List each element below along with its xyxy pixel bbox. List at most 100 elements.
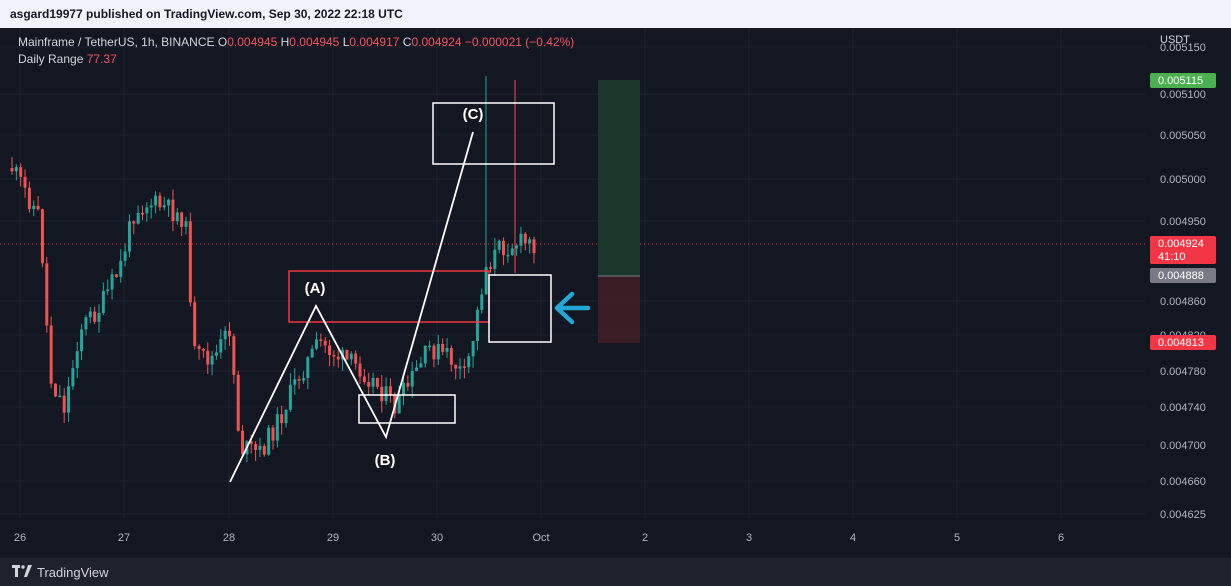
high-value: 0.004945 bbox=[289, 35, 340, 49]
price-badge bbox=[1150, 268, 1216, 283]
candle-body bbox=[358, 363, 362, 377]
candle-body bbox=[132, 221, 136, 224]
price-tick-label: 0.004950 bbox=[1160, 216, 1206, 228]
candle-body bbox=[441, 343, 445, 352]
candle-body bbox=[493, 249, 497, 269]
open-label: O bbox=[217, 35, 228, 49]
chart-grid bbox=[0, 28, 1145, 518]
candle-body bbox=[214, 352, 218, 356]
candle-body bbox=[410, 371, 414, 387]
candle-body bbox=[506, 254, 510, 257]
candle-body bbox=[197, 346, 201, 349]
candlestick-series bbox=[10, 76, 536, 463]
time-tick-label: 29 bbox=[327, 532, 339, 544]
candle-body bbox=[380, 386, 384, 402]
candle-body bbox=[502, 240, 506, 256]
candle-body bbox=[349, 353, 353, 360]
tradingview-logo-icon bbox=[12, 564, 32, 580]
candle-body bbox=[319, 339, 323, 341]
candle-body bbox=[515, 245, 519, 249]
price-tick-label: 0.004660 bbox=[1160, 476, 1206, 488]
candle-body bbox=[428, 345, 432, 348]
arrow-left-icon bbox=[554, 291, 591, 325]
candle-body bbox=[271, 427, 275, 441]
candle-body bbox=[258, 445, 262, 450]
high-label: H bbox=[280, 35, 290, 49]
time-tick-label: 30 bbox=[431, 532, 443, 544]
candle-body bbox=[371, 377, 375, 387]
candle-body bbox=[480, 294, 484, 310]
candle-body bbox=[436, 343, 440, 360]
candle-body bbox=[445, 347, 449, 352]
chart-area[interactable]: (A) (B) (C) 0.005150 0.005100 0.005050 0.0050… bbox=[0, 28, 1231, 558]
price-tick-label: 0.005150 bbox=[1160, 42, 1206, 54]
candle-body bbox=[36, 205, 40, 210]
candle-body bbox=[532, 239, 536, 254]
candle-body bbox=[119, 260, 123, 277]
price-axis-currency: USDT bbox=[1160, 34, 1190, 46]
candle-body bbox=[154, 195, 158, 206]
time-tick-label: 28 bbox=[223, 532, 235, 544]
zone-rectangle-b bbox=[358, 394, 456, 424]
time-tick-label: 27 bbox=[118, 532, 130, 544]
candle-body bbox=[475, 309, 479, 342]
low-label: L bbox=[342, 35, 350, 49]
candle-body bbox=[323, 340, 327, 346]
candle-body bbox=[280, 414, 284, 424]
price-badge-label: 0.005115 bbox=[1158, 75, 1203, 87]
candle-body bbox=[101, 291, 105, 314]
candle-body bbox=[432, 345, 436, 360]
publish-info: asgard19977 published on TradingView.com… bbox=[0, 0, 1231, 28]
price-chart[interactable]: (A) (B) (C) 0.005150 0.005100 0.005050 0.0050… bbox=[0, 28, 1231, 558]
candle-body bbox=[367, 381, 371, 387]
candle-body bbox=[141, 212, 144, 215]
price-tick-label: 0.004700 bbox=[1160, 440, 1206, 452]
time-axis: 26 27 28 29 30 Oct 2 3 4 5 6 bbox=[14, 532, 1064, 544]
price-tick-label: 0.005100 bbox=[1160, 89, 1206, 101]
candle-body bbox=[180, 212, 184, 227]
candle-body bbox=[415, 367, 419, 372]
candle-body bbox=[149, 205, 153, 208]
candle-body bbox=[332, 355, 336, 357]
candle-body bbox=[454, 364, 458, 369]
candle-body bbox=[306, 357, 310, 378]
price-badge bbox=[1150, 73, 1216, 88]
price-badge bbox=[1150, 236, 1216, 264]
candle-body bbox=[267, 427, 271, 455]
price-badge-label: 0.004813 bbox=[1158, 337, 1204, 349]
tradingview-brand[interactable]: TradingView bbox=[37, 564, 109, 580]
position-profit-zone bbox=[598, 80, 640, 276]
candle-body bbox=[297, 379, 301, 381]
price-tick-label: 0.004740 bbox=[1160, 402, 1206, 414]
candle-body bbox=[262, 445, 266, 455]
low-value: 0.004917 bbox=[349, 35, 400, 49]
indicator-name: Daily Range bbox=[18, 52, 84, 66]
indicator-value: 77.37 bbox=[86, 52, 117, 66]
candle-body bbox=[388, 386, 392, 395]
candle-body bbox=[93, 311, 97, 322]
candle-body bbox=[362, 376, 366, 382]
price-axis: 0.005150 0.005100 0.005050 0.005000 0.004950… bbox=[1150, 42, 1216, 521]
candle-body bbox=[254, 444, 258, 450]
time-tick-label: Oct bbox=[532, 532, 549, 544]
candle-body bbox=[419, 363, 423, 368]
candle-body bbox=[10, 168, 14, 172]
indicator-legend[interactable]: Daily Range 77.37 bbox=[18, 52, 117, 66]
candle-body bbox=[201, 348, 205, 351]
chart-drawings: (A) (B) (C) bbox=[0, 80, 1145, 483]
candle-body bbox=[249, 441, 253, 445]
candle-body bbox=[136, 212, 140, 224]
open-value: 0.004945 bbox=[227, 35, 278, 49]
candle-body bbox=[110, 274, 114, 290]
candle-body bbox=[241, 430, 245, 455]
candle-body bbox=[219, 339, 223, 353]
close-label: C bbox=[402, 35, 412, 49]
price-tick-label: 0.004780 bbox=[1160, 366, 1206, 378]
candle-body bbox=[384, 386, 388, 402]
price-tick-label: 0.005000 bbox=[1160, 174, 1206, 186]
candle-body bbox=[284, 409, 288, 424]
candle-body bbox=[519, 233, 523, 246]
candle-body bbox=[223, 330, 227, 340]
candle-body bbox=[14, 167, 18, 172]
candle-body bbox=[449, 347, 453, 365]
